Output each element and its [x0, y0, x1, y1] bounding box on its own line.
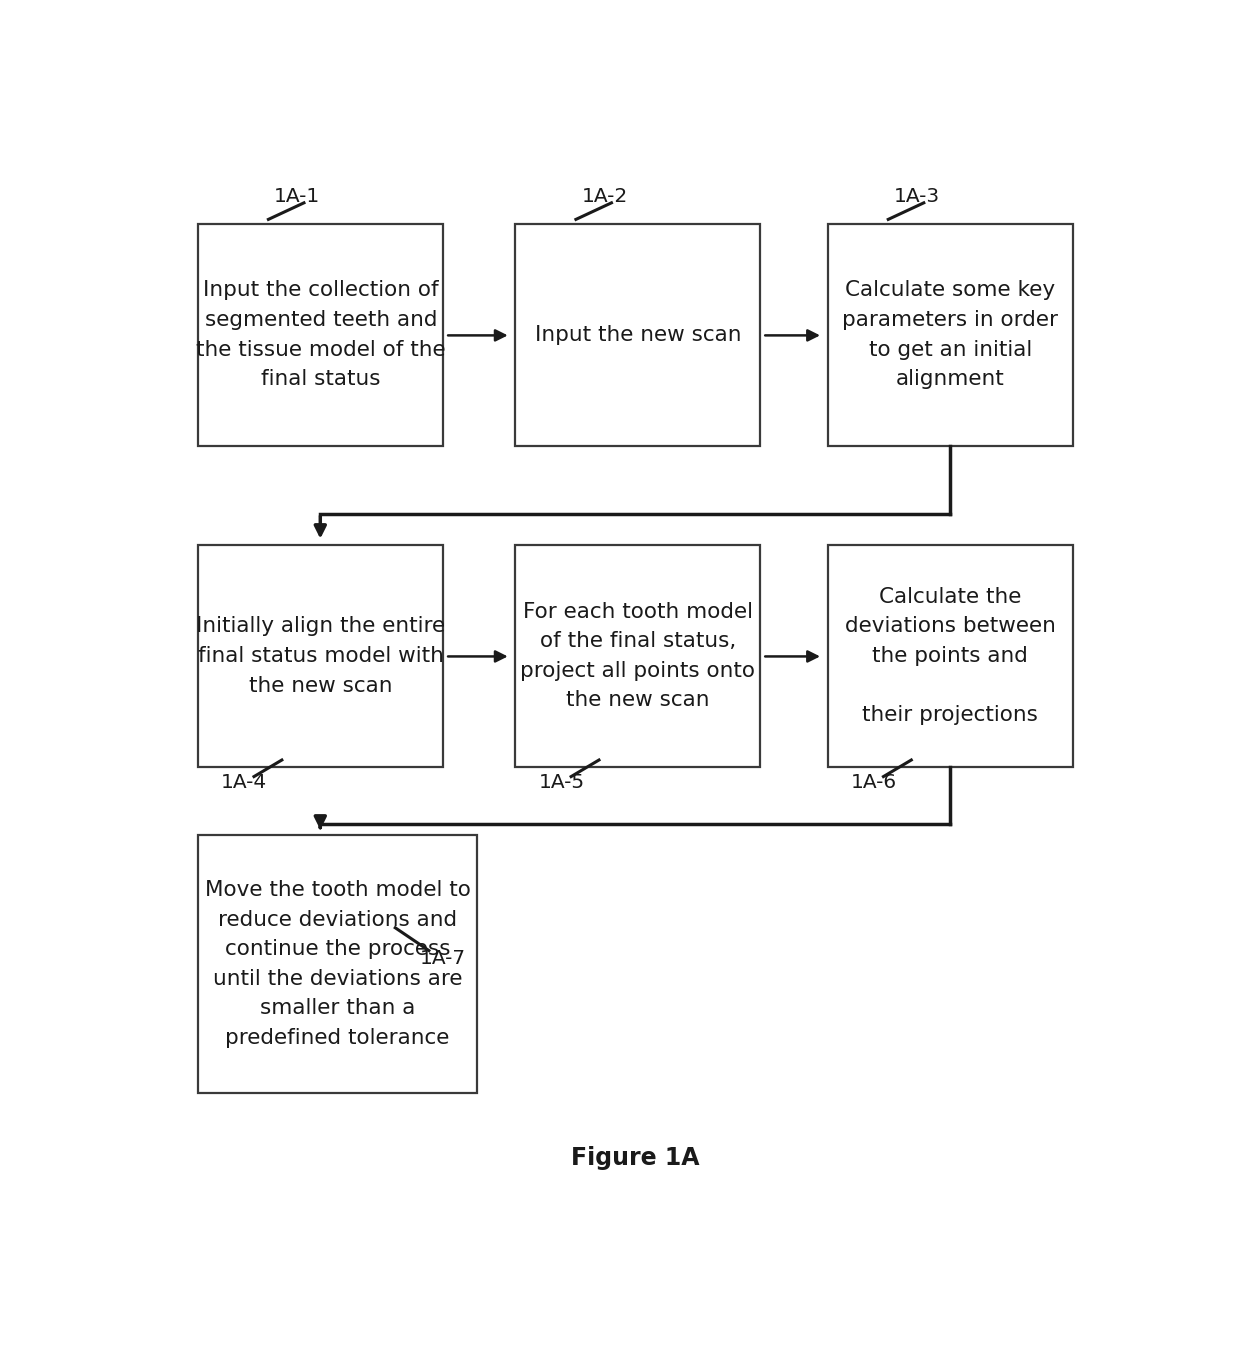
Bar [198, 223, 444, 447]
Bar [516, 545, 760, 767]
Text: For each tooth model
of the final status,
project all points onto
the new scan: For each tooth model of the final status… [521, 601, 755, 710]
Text: Initially align the entire
final status model with
the new scan: Initially align the entire final status … [196, 616, 445, 695]
Text: Move the tooth model to
reduce deviations and
continue the process
until the dev: Move the tooth model to reduce deviation… [205, 880, 470, 1048]
Bar [516, 223, 760, 447]
Bar [198, 834, 477, 1093]
Text: Input the collection of
segmented teeth and
the tissue model of the
final status: Input the collection of segmented teeth … [196, 281, 445, 389]
Text: 1A-1: 1A-1 [274, 187, 320, 206]
Text: 1A-5: 1A-5 [538, 773, 584, 792]
Text: 1A-3: 1A-3 [894, 187, 940, 206]
Bar [198, 545, 444, 767]
Text: Input the new scan: Input the new scan [534, 325, 742, 344]
Text: Calculate some key
parameters in order
to get an initial
alignment: Calculate some key parameters in order t… [842, 281, 1058, 389]
Text: Calculate the
deviations between
the points and

their projections: Calculate the deviations between the poi… [844, 586, 1055, 725]
Text: 1A-7: 1A-7 [420, 950, 466, 968]
Text: 1A-6: 1A-6 [851, 773, 897, 792]
Text: Figure 1A: Figure 1A [572, 1146, 699, 1170]
Bar [828, 545, 1073, 767]
Bar [828, 223, 1073, 447]
Text: 1A-2: 1A-2 [582, 187, 627, 206]
Text: 1A-4: 1A-4 [221, 773, 268, 792]
